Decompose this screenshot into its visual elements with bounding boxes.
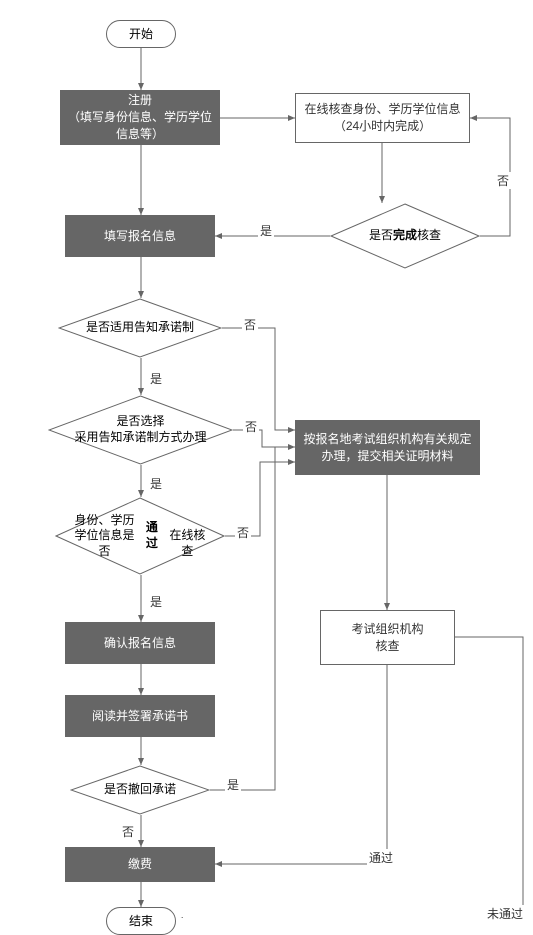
- node-signpledge: 阅读并签署承诺书: [65, 695, 215, 737]
- edge-label-e13: 否: [235, 524, 251, 541]
- node-onlinechk: 在线核查身份、学历学位信息（24小时内完成）: [295, 93, 470, 143]
- node-start: 开始: [106, 20, 176, 48]
- node-end: 结束: [106, 907, 176, 935]
- edge-label-e17: 否: [120, 823, 136, 840]
- node-orgchk: 考试组织机构核查: [320, 610, 455, 665]
- edge-label-e5: 是: [258, 222, 274, 239]
- edge-label-e10: 是: [148, 475, 164, 492]
- node-pay: 缴费: [65, 847, 215, 882]
- node-d_done: 是否完成核查: [330, 203, 480, 269]
- edge-label-e12: 是: [148, 593, 164, 610]
- edge-e19: [215, 665, 387, 864]
- node-confirm: 确认报名信息: [65, 622, 215, 664]
- edge-label-e6: 否: [495, 172, 511, 189]
- edge-label-e11: 否: [243, 418, 259, 435]
- node-submitmat: 按报名地考试组织机构有关规定办理，提交相关证明材料: [295, 420, 480, 475]
- node-d_apply: 是否适用告知承诺制: [58, 298, 222, 358]
- edge-label-e9: 否: [242, 316, 258, 333]
- node-label: 是否选择采用告知承诺制方式办理: [48, 395, 233, 465]
- flowchart-canvas: 开始注册（填写身份信息、学历学位信息等） 在线核查身份、学历学位信息（24小时内完…: [0, 0, 533, 918]
- node-d_pass: 身份、学历学位信息是否通过在线核查: [55, 497, 225, 575]
- node-label: 是否撤回承诺: [70, 765, 210, 815]
- node-label: 是否完成核查: [330, 203, 480, 269]
- node-d_choose: 是否选择采用告知承诺制方式办理: [48, 395, 233, 465]
- edge-label-e20: 未通过: [485, 905, 525, 922]
- edge-label-e19: 通过: [367, 849, 395, 866]
- node-label: 身份、学历学位信息是否通过在线核查: [55, 497, 225, 575]
- node-label: 是否适用告知承诺制: [58, 298, 222, 358]
- edge-label-e8: 是: [148, 370, 164, 387]
- node-fillinfo: 填写报名信息: [65, 215, 215, 257]
- edge-label-e18: 是: [225, 776, 241, 793]
- node-register: 注册（填写身份信息、学历学位信息等）: [60, 90, 220, 145]
- node-d_withdraw: 是否撤回承诺: [70, 765, 210, 815]
